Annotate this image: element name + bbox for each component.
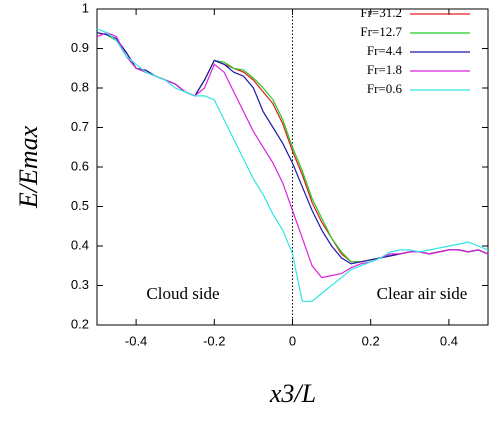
- y-tick-label: 0.9: [71, 40, 89, 55]
- legend-label: Fr=12.7: [360, 24, 402, 39]
- x-tick-label: -0.4: [125, 333, 147, 348]
- legend-label: Fr=1.8: [367, 62, 402, 77]
- legend-label: Fr=0.6: [367, 81, 403, 96]
- y-tick-label: 1: [82, 0, 89, 15]
- x-tick-label: -0.2: [203, 333, 225, 348]
- annotation: Clear air side: [377, 284, 468, 303]
- annotation: Cloud side: [146, 284, 219, 303]
- legend-label: Fr=31.2: [360, 5, 402, 20]
- y-tick-label: 0.7: [71, 119, 89, 134]
- y-axis-label: E/Emax: [14, 125, 43, 209]
- x-tick-label: 0.2: [362, 333, 380, 348]
- y-tick-label: 0.6: [71, 158, 89, 173]
- x-tick-label: 0.4: [440, 333, 458, 348]
- legend-label: Fr=4.4: [367, 43, 403, 58]
- y-tick-label: 0.5: [71, 198, 89, 213]
- y-tick-label: 0.3: [71, 277, 89, 292]
- y-tick-label: 0.4: [71, 237, 89, 252]
- y-tick-label: 0.8: [71, 79, 89, 94]
- x-tick-label: 0: [289, 333, 296, 348]
- series-line: [96, 28, 489, 302]
- y-tick-label: 0.2: [71, 316, 89, 331]
- x-axis-label: x3/L: [269, 379, 316, 408]
